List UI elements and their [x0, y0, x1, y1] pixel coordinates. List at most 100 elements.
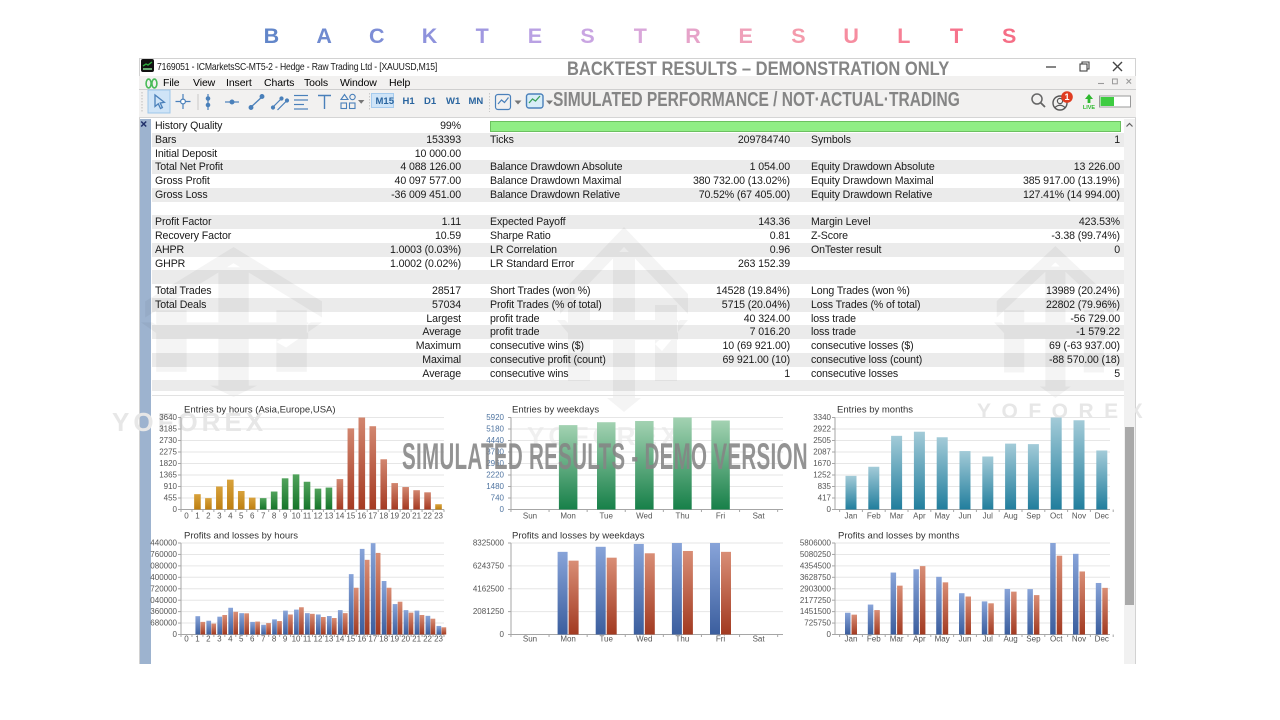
svg-text:040000: 040000	[150, 596, 177, 605]
svg-text:16: 16	[357, 512, 366, 521]
svg-text:19: 19	[390, 635, 399, 644]
svg-text:2220: 2220	[486, 471, 504, 480]
svg-text:Thu: Thu	[676, 635, 690, 644]
svg-text:Sep: Sep	[1026, 512, 1041, 521]
svg-text:4354500: 4354500	[800, 561, 832, 570]
svg-text:2: 2	[206, 512, 211, 521]
svg-text:400000: 400000	[150, 573, 177, 582]
svg-text:Wed: Wed	[636, 635, 652, 644]
svg-text:Entries by months: Entries by months	[837, 405, 913, 416]
svg-text:15: 15	[346, 635, 355, 644]
svg-text:5: 5	[239, 635, 244, 644]
svg-text:18: 18	[379, 512, 388, 521]
svg-text:360000: 360000	[150, 607, 177, 616]
svg-text:Profits and losses by weekdays: Profits and losses by weekdays	[512, 531, 645, 542]
svg-text:Apr: Apr	[913, 512, 926, 521]
svg-text:19: 19	[390, 512, 399, 521]
svg-text:440000: 440000	[150, 539, 177, 548]
svg-text:417: 417	[818, 494, 832, 503]
svg-text:14: 14	[335, 512, 344, 521]
svg-text:8325000: 8325000	[473, 539, 505, 548]
svg-text:5806000: 5806000	[800, 539, 832, 548]
svg-text:18: 18	[379, 635, 388, 644]
svg-text:Aug: Aug	[1003, 635, 1017, 644]
svg-text:3640: 3640	[159, 413, 177, 422]
svg-text:0: 0	[827, 505, 832, 514]
svg-text:6243750: 6243750	[473, 561, 505, 570]
svg-text:2: 2	[206, 635, 211, 644]
svg-text:12: 12	[314, 635, 323, 644]
svg-text:LIVE: LIVE	[1083, 105, 1096, 111]
svg-text:720000: 720000	[150, 584, 177, 593]
svg-text:22: 22	[423, 635, 432, 644]
svg-text:14: 14	[335, 635, 344, 644]
svg-text:3: 3	[217, 635, 222, 644]
svg-text:680000: 680000	[150, 619, 177, 628]
svg-text:3185: 3185	[159, 425, 177, 434]
svg-text:0: 0	[184, 635, 189, 644]
svg-text:725750: 725750	[804, 619, 831, 628]
svg-text:5180: 5180	[486, 425, 504, 434]
svg-text:2505: 2505	[813, 436, 831, 445]
svg-text:8: 8	[272, 512, 277, 521]
svg-text:Jan: Jan	[845, 635, 858, 644]
svg-text:20: 20	[401, 512, 410, 521]
svg-text:9: 9	[283, 512, 288, 521]
svg-text:Jul: Jul	[983, 512, 993, 521]
svg-text:2177250: 2177250	[800, 596, 832, 605]
svg-text:6: 6	[250, 512, 255, 521]
svg-text:760000: 760000	[150, 550, 177, 559]
svg-text:23: 23	[434, 635, 443, 644]
svg-text:Jun: Jun	[959, 635, 972, 644]
svg-text:1: 1	[195, 635, 200, 644]
svg-text:17: 17	[368, 635, 377, 644]
svg-text:Jul: Jul	[983, 635, 993, 644]
svg-text:23: 23	[434, 512, 443, 521]
svg-text:8: 8	[272, 635, 277, 644]
svg-text:4: 4	[228, 512, 233, 521]
svg-text:22: 22	[423, 512, 432, 521]
svg-text:0: 0	[173, 505, 178, 514]
svg-text:2960: 2960	[486, 459, 504, 468]
svg-text:Profits and losses by months: Profits and losses by months	[838, 531, 960, 542]
svg-text:2087: 2087	[813, 448, 831, 457]
svg-text:21: 21	[412, 512, 421, 521]
svg-text:16: 16	[357, 635, 366, 644]
svg-text:0: 0	[173, 630, 178, 639]
svg-text:0: 0	[184, 512, 189, 521]
svg-text:0: 0	[500, 505, 505, 514]
svg-text:13: 13	[324, 635, 333, 644]
svg-text:12: 12	[314, 512, 323, 521]
svg-text:17: 17	[368, 512, 377, 521]
svg-text:Wed: Wed	[636, 512, 652, 521]
svg-text:3: 3	[217, 512, 222, 521]
svg-text:11: 11	[303, 635, 312, 644]
svg-text:2903000: 2903000	[800, 584, 832, 593]
svg-text:Dec: Dec	[1095, 635, 1109, 644]
svg-text:3700: 3700	[486, 448, 504, 457]
svg-text:Apr: Apr	[913, 635, 926, 644]
svg-text:Entries by weekdays: Entries by weekdays	[512, 405, 599, 416]
svg-text:Tue: Tue	[599, 635, 613, 644]
svg-text:10: 10	[292, 635, 301, 644]
svg-text:2275: 2275	[159, 448, 177, 457]
svg-text:6: 6	[250, 635, 255, 644]
svg-text:0: 0	[500, 630, 505, 639]
svg-text:4: 4	[228, 635, 233, 644]
svg-text:Mar: Mar	[890, 512, 904, 521]
svg-text:Oct: Oct	[1050, 512, 1063, 521]
svg-text:May: May	[935, 635, 950, 644]
svg-text:Mon: Mon	[560, 635, 576, 644]
svg-text:Profits and losses by hours: Profits and losses by hours	[184, 531, 298, 542]
svg-text:Sat: Sat	[753, 635, 766, 644]
svg-text:1: 1	[1064, 92, 1069, 102]
svg-text:Sat: Sat	[753, 512, 766, 521]
svg-text:0: 0	[827, 630, 832, 639]
svg-text:Sun: Sun	[523, 635, 537, 644]
svg-text:1480: 1480	[486, 482, 504, 491]
svg-text:20: 20	[401, 635, 410, 644]
svg-text:Tue: Tue	[599, 512, 613, 521]
svg-text:21: 21	[412, 635, 421, 644]
svg-text:Entries by hours (Asia,Europe,: Entries by hours (Asia,Europe,USA)	[184, 405, 336, 416]
svg-text:Sun: Sun	[523, 512, 537, 521]
